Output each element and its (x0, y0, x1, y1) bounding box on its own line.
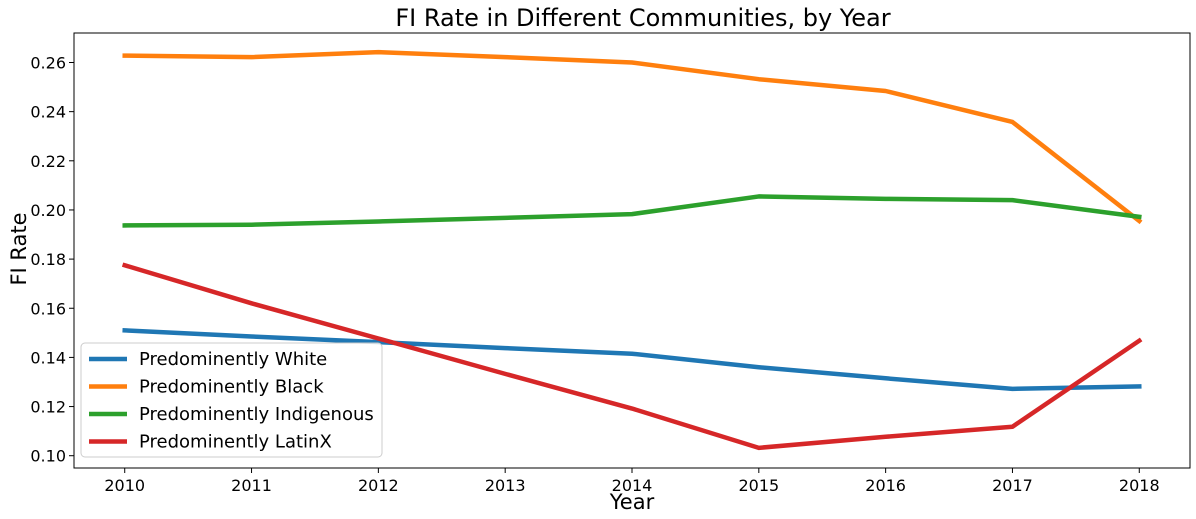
x-tick-label: 2017 (992, 476, 1033, 495)
series-line (121, 262, 1143, 451)
legend-label: Predominently Black (139, 377, 324, 398)
x-tick-label: 2011 (231, 476, 272, 495)
legend-label: Predominently White (139, 349, 327, 370)
legend-box (80, 342, 383, 458)
y-tick-label: 0.24 (30, 103, 66, 122)
legend-label: Predominently LatinX (139, 432, 332, 453)
y-tick-label: 0.16 (30, 299, 66, 318)
x-tick-label: 2014 (612, 476, 653, 495)
y-tick-label: 0.22 (30, 152, 66, 171)
chart-title: FI Rate in Different Communities, by Yea… (395, 4, 890, 32)
legend-label: Predominently Indigenous (139, 404, 374, 425)
x-tick-label: 2013 (485, 476, 526, 495)
y-tick-label: 0.18 (30, 250, 66, 269)
plot-area: 2010 2011 2012 2013 2014 2015 2016 2017 2018 0.10… (30, 32, 1191, 495)
x-tick-label: 2015 (738, 476, 779, 495)
x-tick-label: 2018 (1119, 476, 1160, 495)
y-axis-label: FI Rate (7, 212, 31, 285)
x-tick-label: 2016 (865, 476, 906, 495)
y-tick-label: 0.20 (30, 201, 66, 220)
x-tick-label: 2012 (358, 476, 399, 495)
y-tick-label: 0.14 (30, 348, 66, 367)
y-tick-label: 0.12 (30, 398, 66, 417)
x-tick-label: 2010 (104, 476, 145, 495)
series-line (122, 49, 1143, 225)
y-tick-label: 0.26 (30, 53, 66, 72)
y-tick-label: 0.10 (30, 447, 66, 466)
series-line (122, 328, 1142, 392)
x-axis-label: Year (609, 490, 655, 514)
series-line (122, 194, 1142, 228)
legend: Predominently White Predominently Black Pr… (80, 342, 383, 458)
